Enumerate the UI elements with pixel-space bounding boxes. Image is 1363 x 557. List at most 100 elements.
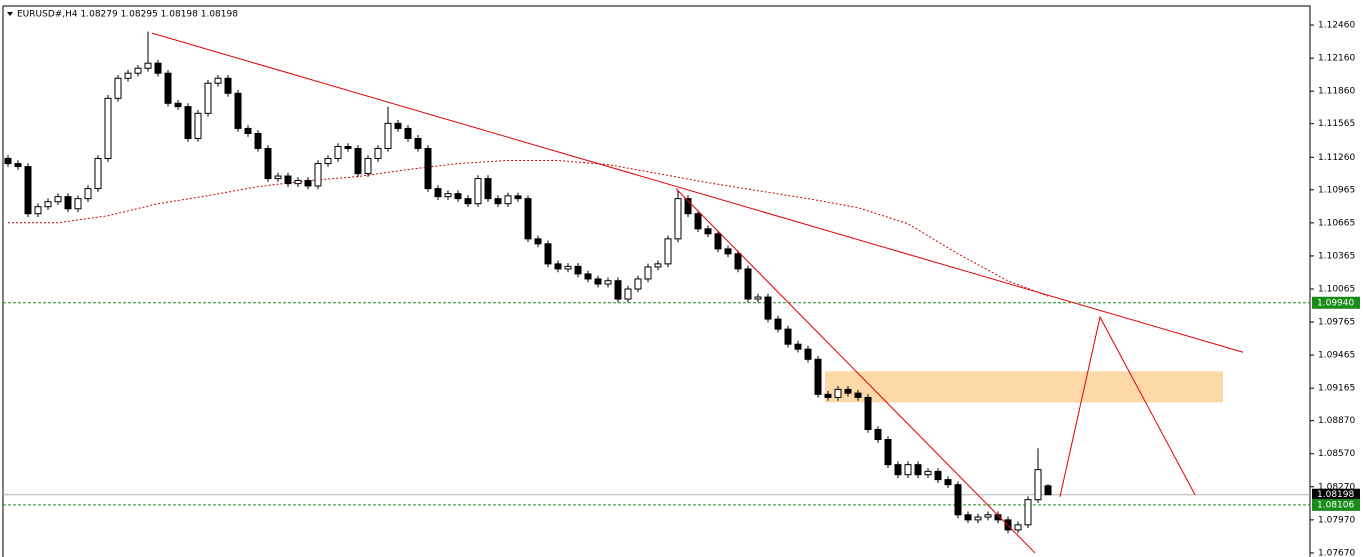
candle-body [924, 470, 932, 476]
y-tick-label: 1.07970 [1318, 515, 1355, 525]
candle-body [394, 122, 402, 129]
candle-body [884, 439, 892, 466]
candle-body [824, 393, 832, 398]
price-label-box [1312, 488, 1360, 501]
candle-body [94, 158, 102, 190]
y-tick-label: 1.10665 [1318, 218, 1355, 228]
candle-body [14, 163, 22, 168]
menu-arrow[interactable] [7, 12, 13, 16]
candle-body [1024, 499, 1032, 526]
candle-body [714, 233, 722, 250]
candle-body [644, 266, 652, 280]
candle-body [474, 178, 482, 205]
candle-body [214, 77, 222, 84]
candle-body [674, 198, 682, 240]
trend-line [151, 32, 1244, 353]
candle-body [224, 77, 232, 94]
candle-body [664, 238, 672, 265]
candle-body [654, 263, 662, 268]
candle-body [734, 253, 742, 270]
moving-average [8, 160, 1049, 297]
candle-body [1034, 469, 1042, 501]
candle-body [604, 280, 612, 285]
candle-body [204, 82, 212, 114]
candle-body [764, 296, 772, 320]
candle-body [124, 72, 132, 79]
candle-body [954, 484, 962, 516]
candle-body [794, 343, 802, 350]
y-tick-label: 1.10965 [1318, 185, 1355, 195]
candle-body [44, 201, 52, 208]
candle-body [54, 196, 62, 203]
candle-body [724, 248, 732, 255]
candle-body [804, 348, 812, 360]
candle-body [934, 470, 942, 481]
candle-body [154, 62, 162, 74]
y-tick-label: 1.08570 [1318, 449, 1355, 459]
candle-body [984, 514, 992, 518]
candle-body [104, 97, 112, 160]
candle-body [864, 396, 872, 430]
chart-title: EURUSD#,H4 1.08279 1.08295 1.08198 1.081… [17, 10, 238, 20]
candle-body [254, 133, 262, 149]
y-tick-label: 1.11260 [1318, 153, 1355, 163]
candle-body [584, 273, 592, 280]
candle-body [944, 479, 952, 486]
trend-line [675, 188, 1036, 554]
y-tick-label: 1.07670 [1318, 548, 1355, 557]
candle-body [554, 263, 562, 270]
candle-body [134, 67, 142, 74]
candle-body [414, 137, 422, 149]
candle-body [494, 198, 502, 205]
candle-body [774, 318, 782, 330]
candle-body [704, 228, 712, 235]
price-label: 1.08198 [1317, 490, 1354, 500]
y-tick-label: 1.12460 [1318, 21, 1355, 31]
candle-body [594, 278, 602, 285]
candle-body [894, 464, 902, 476]
candle-body [694, 213, 702, 230]
candle-body [24, 166, 32, 215]
candle-body [784, 328, 792, 345]
price-label-box [1312, 296, 1360, 309]
candle-body [174, 102, 182, 108]
candle-body [974, 516, 982, 521]
candle-body [684, 198, 692, 215]
candle-body [634, 278, 642, 290]
candle-body [744, 268, 752, 300]
candle-body [534, 238, 542, 245]
candle-body [324, 158, 332, 165]
y-tick-label: 1.09165 [1318, 384, 1355, 394]
trend-line [1059, 315, 1196, 497]
candle-body [274, 175, 282, 180]
y-tick-label: 1.10365 [1318, 251, 1355, 261]
candle-body [754, 296, 762, 300]
candle-body [524, 198, 532, 240]
plot-frame [2, 5, 1311, 557]
zone [825, 371, 1223, 403]
candle-body [244, 127, 252, 135]
candle-body [304, 179, 312, 187]
candle-body [4, 157, 12, 165]
candle-body [404, 127, 412, 139]
candle-body [624, 288, 632, 300]
candle-body [614, 280, 622, 300]
candle-body [904, 464, 912, 476]
y-tick-label: 1.11860 [1318, 87, 1355, 97]
candle-body [284, 175, 292, 185]
candle-body [294, 179, 302, 185]
candle-body [184, 106, 192, 139]
y-tick-label: 1.12160 [1318, 54, 1355, 64]
candle-body [844, 388, 852, 394]
candle-body [144, 62, 152, 69]
candle-body [1044, 485, 1052, 496]
candle-body [424, 147, 432, 190]
candle-body [264, 147, 272, 180]
candle-body [114, 77, 122, 99]
candle-body [234, 92, 242, 129]
candle-body [364, 158, 372, 175]
candle-body [84, 188, 92, 200]
candle-body [164, 72, 172, 104]
candle-body [34, 206, 42, 215]
